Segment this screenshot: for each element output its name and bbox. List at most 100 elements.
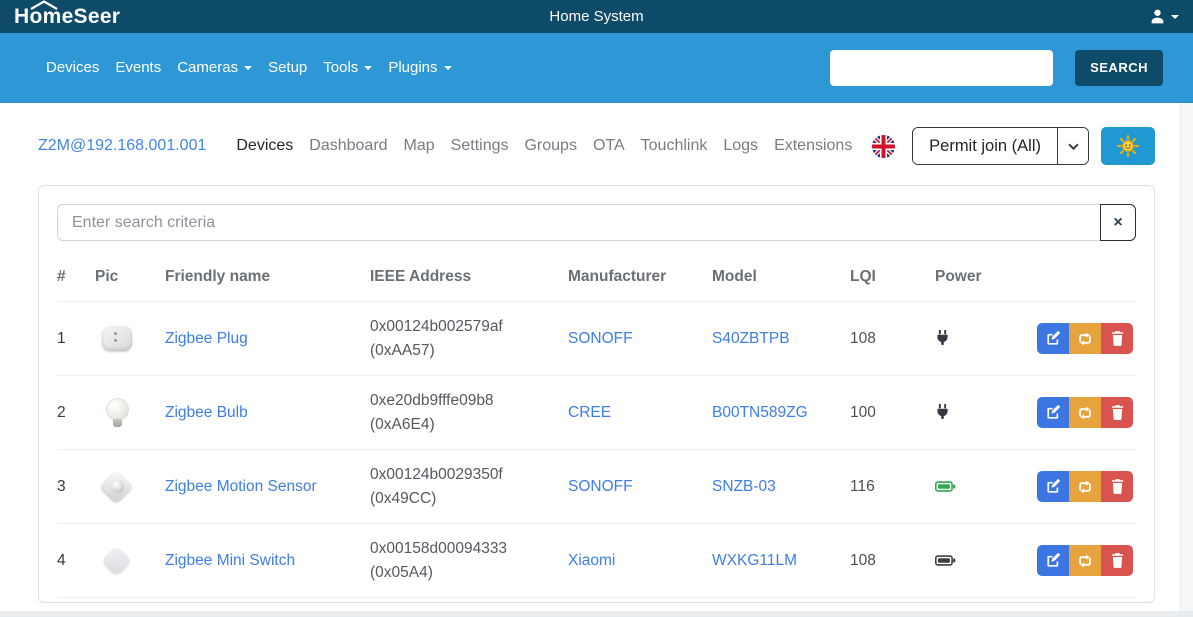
permit-join-dropdown-toggle[interactable] [1057, 128, 1088, 164]
language-flag-button[interactable] [872, 134, 896, 158]
manufacturer-link[interactable]: CREE [568, 403, 612, 421]
nav-item[interactable]: Devices [46, 53, 99, 82]
nav-item[interactable]: Events [115, 53, 161, 82]
horizontal-scrollbar[interactable] [0, 611, 1193, 617]
nav-item[interactable]: Cameras [177, 53, 253, 82]
theme-toggle-button[interactable] [1101, 127, 1155, 165]
devices-card: × # Pic Friendly name IEEE Address Manuf… [38, 185, 1155, 603]
z2m-tab[interactable]: Dashboard [309, 137, 388, 154]
nav-item[interactable]: Setup [268, 53, 307, 82]
ieee-address: 0x00158d00094333 (0x05A4) [370, 523, 568, 598]
z2m-tab[interactable]: OTA [592, 137, 625, 154]
z2m-toolbar: Z2M@192.168.001.001 Devices Dashboard Map S… [0, 127, 1193, 165]
edit-device-button[interactable] [1037, 323, 1069, 354]
model-link[interactable]: WXKG11LM [712, 551, 797, 569]
chevron-down-icon [1067, 143, 1079, 150]
z2m-tab[interactable]: Devices [236, 137, 294, 154]
ieee-address: 0xe20db9fffe09b8 (0xA6E4) [370, 375, 568, 450]
reconfigure-device-button[interactable] [1069, 397, 1101, 428]
col-header-manufacturer[interactable]: Manufacturer [568, 255, 712, 302]
z2m-tab[interactable]: Map [403, 137, 435, 154]
friendly-name-link[interactable]: Zigbee Motion Sensor [165, 477, 317, 495]
delete-device-button[interactable] [1101, 471, 1133, 502]
model-link[interactable]: S40ZBTPB [712, 329, 790, 347]
edit-device-button[interactable] [1037, 545, 1069, 576]
model-link[interactable]: B00TN589ZG [712, 403, 808, 421]
table-header-row: # Pic Friendly name IEEE Address Manufac… [57, 255, 1136, 302]
device-table: # Pic Friendly name IEEE Address Manufac… [57, 255, 1136, 598]
network-address-short: (0x49CC) [370, 489, 437, 507]
z2m-tab[interactable]: Groups [524, 137, 577, 154]
battery-icon [935, 555, 956, 566]
page-title: Home System [549, 8, 644, 25]
z2m-tab[interactable]: Extensions [774, 137, 853, 154]
permit-join-button[interactable]: Permit join (All) [913, 128, 1057, 164]
close-icon: × [1113, 213, 1123, 231]
global-search-input[interactable] [830, 49, 1054, 86]
col-header-ieee[interactable]: IEEE Address [370, 255, 568, 302]
friendly-name-link[interactable]: Zigbee Mini Switch [165, 551, 296, 569]
edit-device-button[interactable] [1037, 471, 1069, 502]
z2m-tabs: Devices Dashboard Map Settings Groups OTA Touc… [236, 137, 852, 155]
reconfigure-device-button[interactable] [1069, 545, 1101, 576]
ieee-address: 0x00124b0029350f (0x49CC) [370, 449, 568, 524]
power-source-icon [935, 403, 950, 421]
chevron-down-icon [244, 65, 253, 70]
ieee-address-long: 0x00158d00094333 [370, 539, 508, 557]
lqi-value: 108 [850, 523, 935, 598]
reconfigure-device-button[interactable] [1069, 471, 1101, 502]
row-action-buttons [1037, 545, 1133, 576]
row-action-buttons [1037, 471, 1133, 502]
user-menu[interactable] [1149, 8, 1179, 25]
chevron-down-icon [364, 65, 373, 70]
device-row: 3 Zigbee Motion Sensor 0x00124b0029350f … [57, 449, 1136, 524]
chevron-down-icon [443, 65, 452, 70]
col-header-pic[interactable]: Pic [95, 255, 165, 302]
col-header-friendly-name[interactable]: Friendly name [165, 255, 370, 302]
edit-icon [1046, 553, 1061, 567]
reconfigure-device-button[interactable] [1069, 323, 1101, 354]
device-picture [97, 319, 137, 359]
ieee-address: 0x00124b002579af (0xAA57) [370, 301, 568, 376]
z2m-tab[interactable]: Logs [723, 137, 759, 154]
topbar: HomeSeer Home System [0, 0, 1193, 33]
manufacturer-link[interactable]: SONOFF [568, 329, 633, 347]
row-action-buttons [1037, 323, 1133, 354]
retweet-icon [1079, 480, 1091, 493]
table-search-group: × [57, 204, 1136, 241]
nav-item[interactable]: Tools [323, 53, 373, 82]
battery-icon [935, 481, 956, 492]
z2m-source-link[interactable]: Z2M@192.168.001.001 [38, 137, 207, 154]
nav-item-label: Cameras [177, 59, 239, 76]
lqi-value: 108 [850, 301, 935, 376]
col-header-power[interactable]: Power [935, 255, 1037, 302]
ieee-address-long: 0x00124b002579af [370, 317, 503, 335]
nav-item[interactable]: Plugins [388, 53, 452, 82]
retweet-icon [1079, 332, 1091, 345]
roof-icon [30, 0, 58, 10]
manufacturer-link[interactable]: Xiaomi [568, 551, 616, 569]
col-header-model[interactable]: Model [712, 255, 850, 302]
retweet-icon [1079, 406, 1091, 419]
z2m-tab[interactable]: Touchlink [640, 137, 708, 154]
homeseer-logo[interactable]: HomeSeer [14, 0, 120, 29]
manufacturer-link[interactable]: SONOFF [568, 477, 633, 495]
trash-icon [1111, 479, 1123, 494]
delete-device-button[interactable] [1101, 397, 1133, 428]
table-search-input[interactable] [57, 204, 1100, 241]
friendly-name-link[interactable]: Zigbee Bulb [165, 403, 248, 421]
delete-device-button[interactable] [1101, 323, 1133, 354]
col-header-lqi[interactable]: LQI [850, 255, 935, 302]
friendly-name-link[interactable]: Zigbee Plug [165, 329, 248, 347]
z2m-tab[interactable]: Settings [450, 137, 509, 154]
col-header-num[interactable]: # [57, 255, 95, 302]
device-picture [97, 393, 137, 433]
vertical-scrollbar[interactable] [1180, 103, 1193, 611]
model-link[interactable]: SNZB-03 [712, 477, 776, 495]
clear-search-button[interactable]: × [1100, 204, 1136, 241]
search-button[interactable]: SEARCH [1075, 49, 1163, 86]
edit-icon [1046, 331, 1061, 345]
nav-item-label: Devices [46, 59, 100, 76]
edit-device-button[interactable] [1037, 397, 1069, 428]
delete-device-button[interactable] [1101, 545, 1133, 576]
